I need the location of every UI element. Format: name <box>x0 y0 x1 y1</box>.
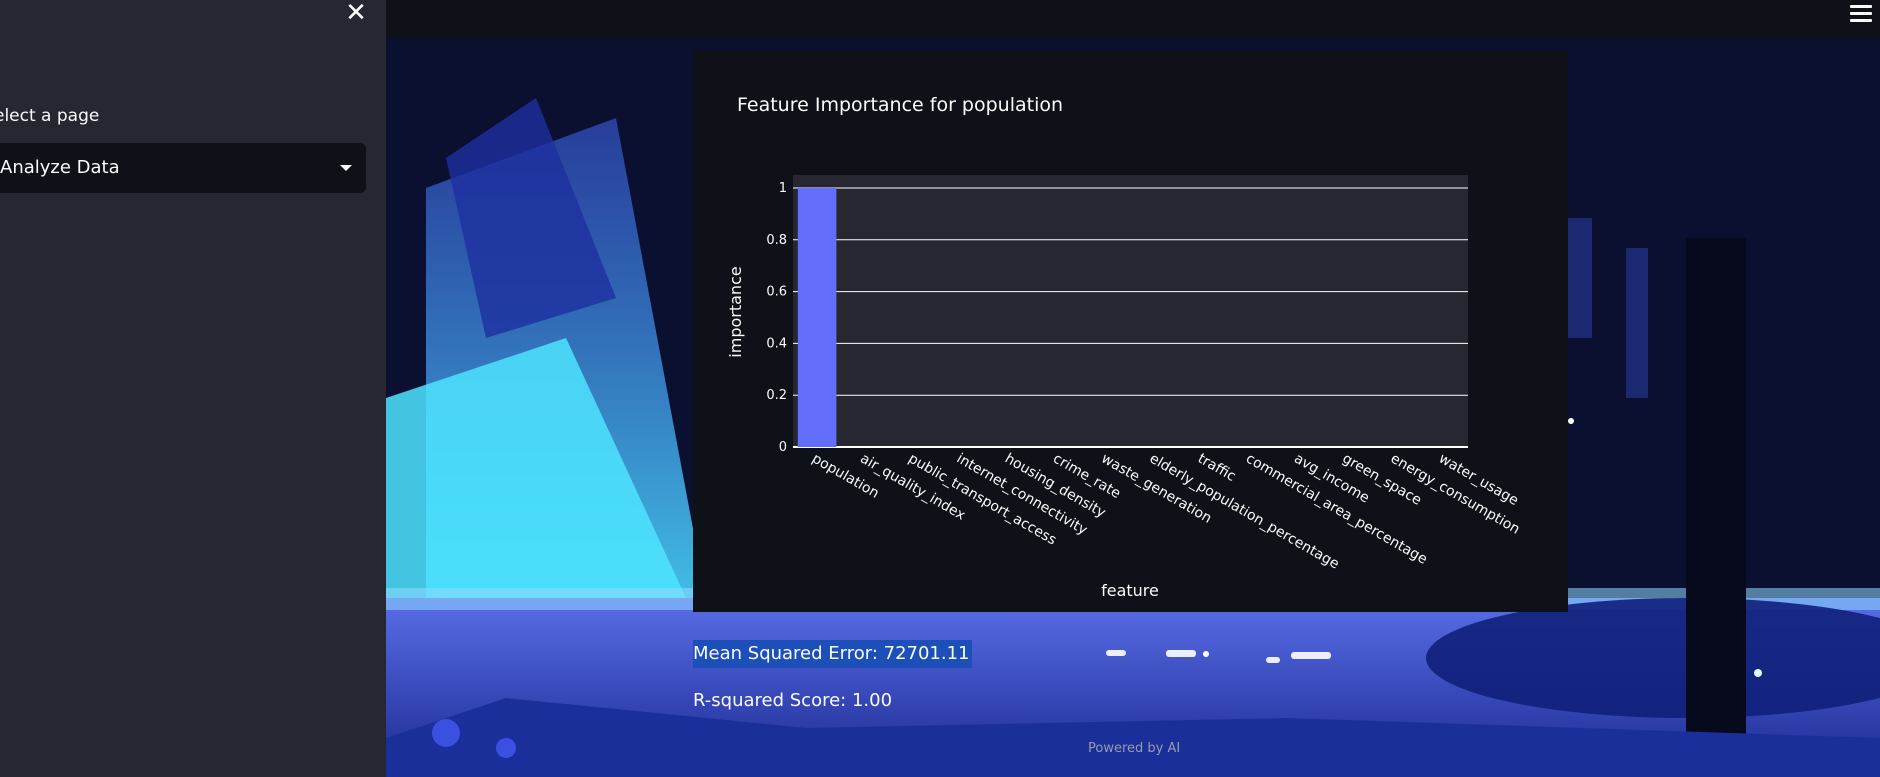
chevron-down-icon <box>340 165 352 171</box>
y-tick-label: 0.6 <box>766 285 787 300</box>
hamburger-menu-icon[interactable] <box>1850 5 1872 23</box>
chart-card: Feature Importance for population 0 0.2 0.… <box>693 50 1568 612</box>
app-header <box>386 0 1880 38</box>
r-squared-score: R-squared Score: 1.00 <box>693 690 893 711</box>
page-select[interactable]: Analyze Data <box>0 143 366 193</box>
footer-powered-by: Powered by AI <box>1088 741 1181 756</box>
y-tick-label: 0.2 <box>766 388 787 403</box>
select-page-label: elect a page <box>0 106 100 126</box>
sidebar: ✕ elect a page Analyze Data <box>0 0 386 777</box>
chart-title: Feature Importance for population <box>737 94 1064 116</box>
x-axis-label: feature <box>1101 581 1159 600</box>
close-icon: ✕ <box>345 0 367 28</box>
y-tick-label: 0.8 <box>766 233 787 248</box>
page-select-value: Analyze Data <box>0 157 120 178</box>
plot-area <box>793 175 1468 447</box>
y-tick-label: 1 <box>779 181 787 196</box>
y-axis-label: importance <box>726 266 745 357</box>
y-tick-label: 0.4 <box>766 336 787 351</box>
bar-population[interactable] <box>797 187 837 447</box>
feature-importance-chart[interactable]: 00.20.40.60.81 populationair_quality_ind… <box>693 50 1568 612</box>
y-tick-label: 0 <box>779 440 787 455</box>
close-sidebar-button[interactable]: ✕ <box>344 0 368 26</box>
mean-squared-error: Mean Squared Error: 72701.11 <box>693 640 972 668</box>
